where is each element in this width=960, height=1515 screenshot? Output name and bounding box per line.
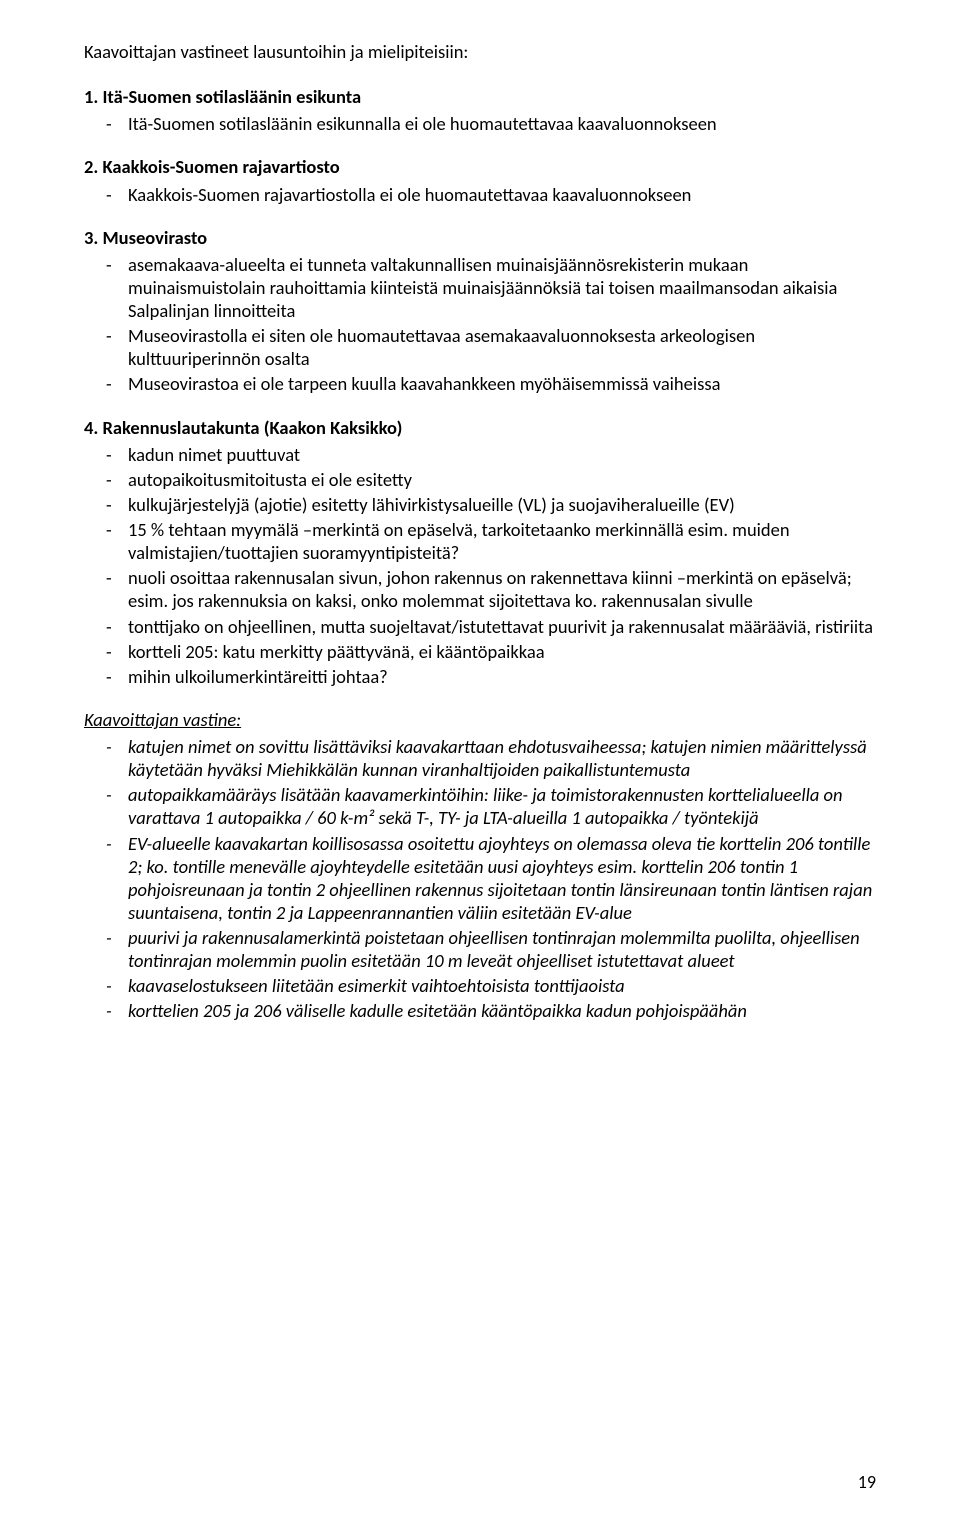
list-item: katujen nimet on sovittu lisättäviksi ka… [128, 735, 876, 781]
list-item: autopaikkamääräys lisätään kaavamerkintö… [128, 783, 876, 829]
list-item: kortteli 205: katu merkitty päättyvänä, … [128, 640, 876, 663]
list-item: Museovirastoa ei ole tarpeen kuulla kaav… [128, 372, 876, 395]
list-item: nuoli osoittaa rakennusalan sivun, johon… [128, 566, 876, 612]
list-item: Itä-Suomen sotilasläänin esikunnalla ei … [128, 112, 876, 135]
section-1-list: Itä-Suomen sotilasläänin esikunnalla ei … [84, 112, 876, 135]
response-heading: Kaavoittajan vastine: [84, 708, 876, 731]
section-3-list: asemakaava-alueelta ei tunneta valtakunn… [84, 253, 876, 396]
section-4-list: kadun nimet puuttuvat autopaikoitusmitoi… [84, 443, 876, 688]
section-2-list: Kaakkois-Suomen rajavartiostolla ei ole … [84, 183, 876, 206]
list-item: puurivi ja rakennusalamerkintä poistetaa… [128, 926, 876, 972]
list-item: tonttijako on ohjeellinen, mutta suojelt… [128, 615, 876, 638]
list-item: kulkujärjestelyjä (ajotie) esitetty lähi… [128, 493, 876, 516]
list-item: Museovirastolla ei siten ole huomautetta… [128, 324, 876, 370]
list-item: kadun nimet puuttuvat [128, 443, 876, 466]
list-item: 15 % tehtaan myymälä –merkintä on epäsel… [128, 518, 876, 564]
document-page: Kaavoittajan vastineet lausuntoihin ja m… [0, 0, 960, 1515]
list-item: autopaikoitusmitoitusta ei ole esitetty [128, 468, 876, 491]
list-item: Kaakkois-Suomen rajavartiostolla ei ole … [128, 183, 876, 206]
section-1-heading: 1. Itä-Suomen sotilasläänin esikunta [84, 85, 876, 108]
response-list: katujen nimet on sovittu lisättäviksi ka… [84, 735, 876, 1023]
list-item: asemakaava-alueelta ei tunneta valtakunn… [128, 253, 876, 322]
list-item: korttelien 205 ja 206 väliselle kadulle … [128, 999, 876, 1022]
section-4-heading: 4. Rakennuslautakunta (Kaakon Kaksikko) [84, 416, 876, 439]
section-3-heading: 3. Museovirasto [84, 226, 876, 249]
section-2-heading: 2. Kaakkois-Suomen rajavartiosto [84, 155, 876, 178]
page-number: 19 [858, 1471, 876, 1493]
list-item: EV-alueelle kaavakartan koillisosassa os… [128, 832, 876, 925]
list-item: kaavaselostukseen liitetään esimerkit va… [128, 974, 876, 997]
list-item: mihin ulkoilumerkintäreitti johtaa? [128, 665, 876, 688]
intro-text: Kaavoittajan vastineet lausuntoihin ja m… [84, 40, 876, 63]
